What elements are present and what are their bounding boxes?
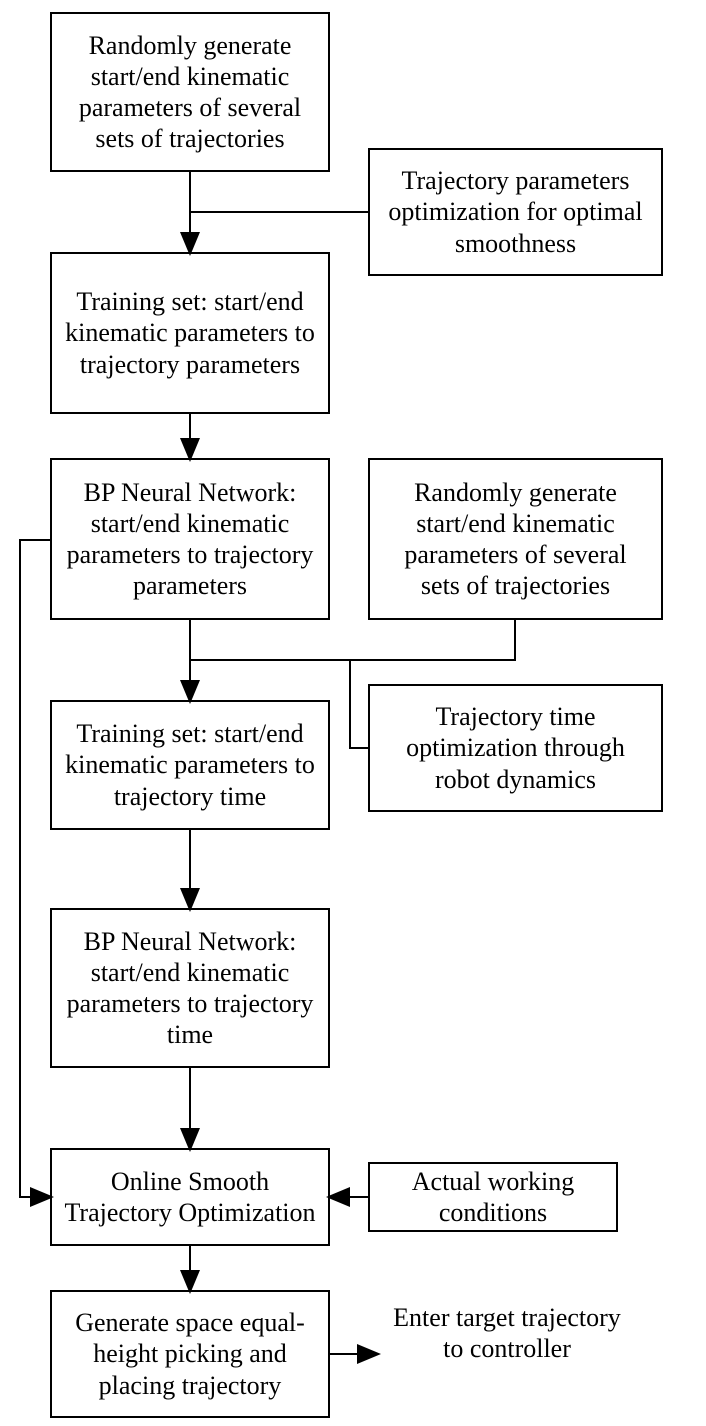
node-actual-working-conditions: Actual working conditions [368, 1162, 618, 1232]
node-text: Trajectory parameters optimization for o… [382, 165, 649, 259]
flowchart-container: Randomly generate start/end kinematic pa… [0, 0, 706, 1426]
edge-n5-join [190, 620, 515, 660]
node-text: Randomly generate start/end kinematic pa… [382, 477, 649, 602]
output-text-content: Enter target trajectory to controller [393, 1303, 621, 1363]
node-text: BP Neural Network: start/end kinematic p… [64, 926, 316, 1051]
node-bp-network-time: BP Neural Network: start/end kinematic p… [50, 908, 330, 1068]
node-bp-network-params: BP Neural Network: start/end kinematic p… [50, 458, 330, 620]
node-trajectory-params-optimization: Trajectory parameters optimization for o… [368, 148, 663, 276]
node-text: Training set: start/end kinematic parame… [64, 286, 316, 380]
node-text: Online Smooth Trajectory Optimization [64, 1166, 316, 1228]
node-text: Generate space equal-height picking and … [64, 1307, 316, 1401]
node-online-smooth-optimization: Online Smooth Trajectory Optimization [50, 1148, 330, 1246]
node-training-set-params: Training set: start/end kinematic parame… [50, 252, 330, 414]
node-text: Training set: start/end kinematic parame… [64, 718, 316, 812]
node-text: Actual working conditions [382, 1166, 604, 1228]
node-trajectory-time-optimization: Trajectory time optimization through rob… [368, 684, 663, 812]
node-random-generate-1: Randomly generate start/end kinematic pa… [50, 12, 330, 172]
node-text: BP Neural Network: start/end kinematic p… [64, 477, 316, 602]
edge-feedback-n4-n9 [20, 540, 50, 1197]
node-text: Randomly generate start/end kinematic pa… [64, 30, 316, 155]
node-generate-trajectory: Generate space equal-height picking and … [50, 1290, 330, 1418]
edge-n7-join [350, 660, 368, 748]
node-text: Trajectory time optimization through rob… [382, 701, 649, 795]
node-training-set-time: Training set: start/end kinematic parame… [50, 700, 330, 830]
output-enter-target: Enter target trajectory to controller [382, 1302, 632, 1364]
node-random-generate-2: Randomly generate start/end kinematic pa… [368, 458, 663, 620]
